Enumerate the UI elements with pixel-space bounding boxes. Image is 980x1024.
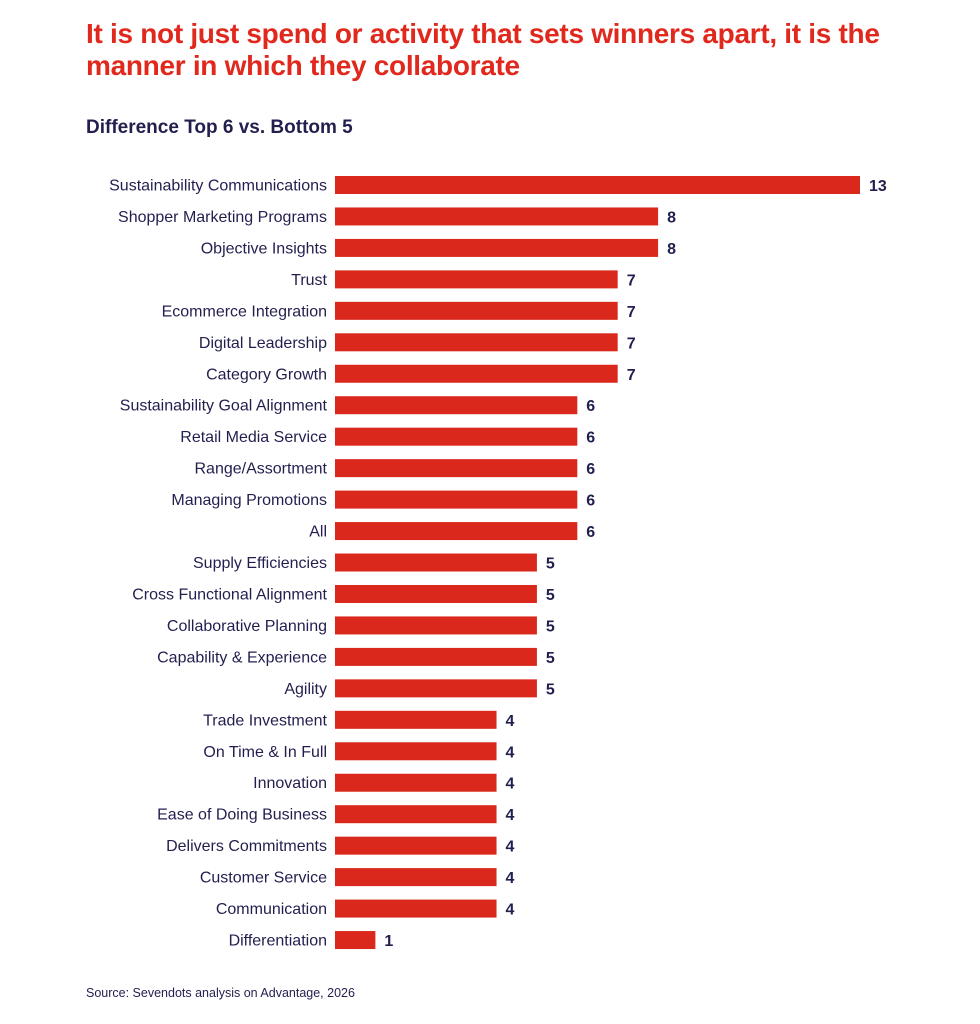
category-label: Managing Promotions: [171, 492, 327, 509]
bar: [335, 616, 537, 635]
data-label: 6: [586, 493, 595, 510]
category-label: Ecommerce Integration: [162, 303, 327, 320]
bar: [335, 742, 497, 761]
bar: [335, 427, 578, 446]
category-label: Digital Leadership: [199, 335, 327, 352]
bar: [335, 176, 860, 194]
category-label: Collaborative Planning: [167, 618, 327, 635]
category-label: Retail Media Service: [180, 429, 327, 446]
data-label: 7: [627, 367, 636, 384]
category-label: Delivers Commitments: [166, 838, 327, 855]
category-label: Trade Investment: [203, 712, 327, 729]
category-label: Sustainability Communications: [109, 178, 327, 195]
data-label: 4: [506, 870, 515, 887]
bar: [335, 836, 497, 855]
category-label: Trust: [291, 272, 327, 289]
bar: [335, 301, 618, 320]
bar: [335, 207, 659, 226]
category-label: Agility: [284, 681, 327, 698]
data-label: 7: [627, 304, 636, 321]
bar: [335, 710, 497, 729]
data-label: 4: [506, 807, 515, 824]
category-label: Range/Assortment: [194, 461, 327, 478]
data-label: 4: [506, 839, 515, 856]
category-label: Innovation: [253, 775, 327, 792]
data-label: 1: [384, 933, 393, 950]
data-label: 5: [546, 618, 555, 635]
category-label: On Time & In Full: [203, 744, 327, 761]
bar: [335, 490, 578, 509]
bar: [335, 364, 618, 383]
data-label: 6: [586, 430, 595, 447]
category-label: Supply Efficiencies: [193, 555, 327, 572]
bar: [335, 584, 537, 603]
data-label: 5: [546, 681, 555, 698]
bar: [335, 270, 618, 289]
category-label: Customer Service: [200, 870, 327, 887]
category-label: Shopper Marketing Programs: [118, 209, 327, 226]
data-label: 7: [627, 272, 636, 289]
data-label: 4: [506, 776, 515, 793]
bar: [335, 805, 497, 824]
category-label: Cross Functional Alignment: [132, 586, 327, 603]
data-label: 8: [667, 241, 676, 258]
source-note: Source: Sevendots analysis on Advantage,…: [86, 986, 355, 1000]
data-label: 5: [546, 556, 555, 573]
category-label: Capability & Experience: [157, 649, 327, 666]
category-label: Communication: [216, 901, 327, 918]
bar: [335, 773, 497, 792]
data-label: 7: [627, 335, 636, 352]
data-label: 6: [586, 461, 595, 478]
category-label: Category Growth: [206, 366, 327, 383]
bar: [335, 333, 618, 352]
bar: [335, 899, 497, 918]
bar: [335, 459, 578, 478]
bar: [335, 931, 376, 950]
data-label: 5: [546, 587, 555, 604]
bar: [335, 396, 578, 415]
bar: [335, 522, 578, 541]
bar: [335, 238, 659, 257]
bar: [335, 679, 537, 698]
data-label: 4: [506, 902, 515, 919]
category-label: Sustainability Goal Alignment: [120, 398, 328, 415]
bar: [335, 553, 537, 572]
value-labels: 13 8 8 7 7 7 7 6 6 6 6 6 5 5 5 5 5 4 4 4 4 4 4 4 1: [384, 178, 887, 950]
chart-headline: It is not just spend or activity that se…: [86, 18, 880, 81]
category-label: All: [309, 524, 327, 541]
bar: [335, 868, 497, 887]
category-label: Ease of Doing Business: [157, 807, 327, 824]
data-label: 8: [667, 209, 676, 226]
data-label: 6: [586, 398, 595, 415]
data-label: 5: [546, 650, 555, 667]
data-label: 6: [586, 524, 595, 541]
data-label: 4: [506, 713, 515, 730]
bar: [335, 647, 537, 666]
bars: [335, 176, 860, 950]
category-label: Differentiation: [229, 933, 327, 950]
chart-subtitle: Difference Top 6 vs. Bottom 5: [86, 117, 353, 138]
category-label: Objective Insights: [201, 240, 327, 257]
category-labels: Sustainability Communications Shopper Mar…: [109, 178, 327, 950]
data-label: 4: [506, 744, 515, 761]
data-label: 13: [869, 178, 887, 195]
